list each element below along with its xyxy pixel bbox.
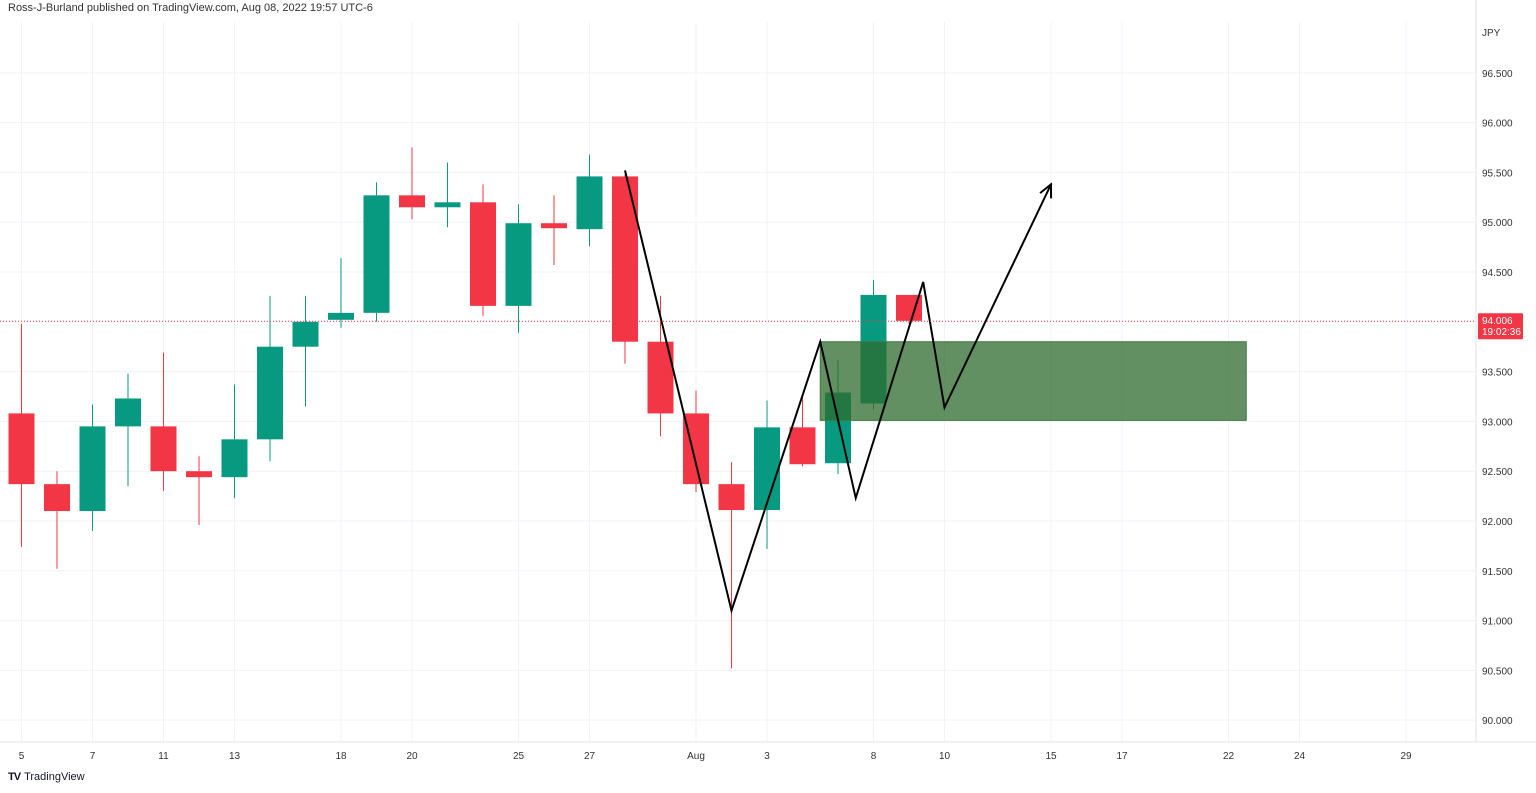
y-tick-label: 96.000 — [1482, 119, 1513, 130]
y-tick-label: 95.500 — [1482, 168, 1513, 179]
x-tick-label: 24 — [1294, 751, 1306, 762]
time-axis: 5 7 11 13 18 20 25 27 Aug 3 8 10 15 17 22 24 29 — [19, 751, 1412, 762]
candle[interactable] — [44, 471, 70, 569]
candle[interactable] — [186, 456, 212, 525]
candle[interactable] — [541, 195, 567, 266]
candle[interactable] — [399, 147, 425, 220]
candle[interactable] — [115, 373, 141, 487]
current-price-badge — [1478, 313, 1523, 340]
candle-body — [150, 426, 177, 472]
candle-body — [257, 346, 283, 440]
candle-body — [576, 176, 603, 230]
price-countdown: 19:02:36 — [1482, 327, 1521, 338]
candle[interactable] — [470, 184, 496, 316]
x-tick-label: 17 — [1116, 751, 1128, 762]
candle[interactable] — [718, 462, 745, 669]
candle-body — [434, 202, 461, 208]
candle[interactable] — [612, 174, 638, 364]
candle-body — [505, 223, 532, 306]
candle-body — [186, 471, 212, 478]
x-tick-label: 11 — [158, 751, 169, 762]
y-tick-label: 92.000 — [1482, 517, 1513, 528]
y-tick-label: 90.500 — [1482, 666, 1513, 677]
price-axis: JPY 96.500 96.000 95.500 95.000 94.500 93.500 9… — [1482, 28, 1513, 727]
x-tick-label: 18 — [335, 751, 347, 762]
candle[interactable] — [363, 182, 390, 322]
candle-body — [612, 176, 638, 342]
footer: TV TradingView — [8, 771, 85, 783]
tradingview-logo-icon: TV — [8, 771, 21, 783]
y-tick-label: 91.500 — [1482, 567, 1513, 578]
x-tick-label: 13 — [229, 751, 241, 762]
candle[interactable] — [257, 295, 283, 462]
y-tick-label: 93.000 — [1482, 417, 1513, 428]
candle[interactable] — [8, 323, 35, 547]
current-price-value: 94.006 — [1482, 316, 1513, 327]
candle-body — [754, 427, 780, 511]
candle[interactable] — [683, 390, 709, 493]
y-tick-label: 95.000 — [1482, 218, 1513, 229]
publisher-caption: Ross-J-Burland published on TradingView.… — [8, 2, 373, 14]
candles-layer — [8, 147, 922, 669]
y-tick-label: 94.500 — [1482, 268, 1513, 279]
y-tick-label: 92.500 — [1482, 467, 1513, 478]
candle[interactable] — [789, 397, 816, 467]
candle[interactable] — [754, 400, 780, 549]
candle-body — [79, 426, 106, 512]
x-tick-label: 29 — [1400, 751, 1412, 762]
candle[interactable] — [292, 295, 319, 407]
candle[interactable] — [576, 154, 603, 247]
y-tick-label: 96.500 — [1482, 69, 1513, 80]
x-tick-label: 22 — [1223, 751, 1235, 762]
candle-body — [292, 321, 319, 347]
x-tick-label: 27 — [584, 751, 596, 762]
x-tick-label: 15 — [1045, 751, 1057, 762]
tradingview-brand: TradingView — [24, 771, 85, 783]
x-tick-label: 25 — [513, 751, 525, 762]
candle[interactable] — [221, 384, 248, 499]
candle-body — [44, 484, 70, 512]
candle-body — [470, 202, 496, 306]
candle[interactable] — [150, 352, 177, 492]
y-tick-label: 93.500 — [1482, 368, 1513, 379]
x-tick-label: 20 — [406, 751, 418, 762]
x-tick-label: 7 — [90, 751, 96, 762]
candle-body — [541, 223, 567, 229]
candle[interactable] — [434, 162, 461, 228]
candle-body — [789, 427, 816, 465]
candle-body — [115, 398, 141, 427]
y-tick-label: 91.000 — [1482, 617, 1513, 628]
arrowhead-icon — [1039, 182, 1053, 199]
w-pattern-path[interactable] — [624, 170, 1052, 615]
candle-body — [328, 312, 354, 320]
candle-body — [399, 195, 425, 208]
x-tick-label: 8 — [871, 751, 877, 762]
candle[interactable] — [505, 204, 532, 333]
x-tick-label: 5 — [19, 751, 25, 762]
x-tick-label: 10 — [939, 751, 951, 762]
grid — [0, 0, 1536, 743]
y-tick-label: 90.000 — [1482, 716, 1513, 727]
candle-body — [8, 413, 35, 485]
currency-label: JPY — [1482, 28, 1501, 39]
x-tick-label: Aug — [687, 751, 705, 762]
candle-body — [363, 195, 390, 313]
candle-body — [221, 439, 248, 478]
candle[interactable] — [79, 404, 106, 531]
candle-body — [718, 484, 745, 511]
x-tick-label: 3 — [764, 751, 770, 762]
candle[interactable] — [328, 258, 354, 328]
pattern-drawing-layer — [624, 170, 1053, 615]
